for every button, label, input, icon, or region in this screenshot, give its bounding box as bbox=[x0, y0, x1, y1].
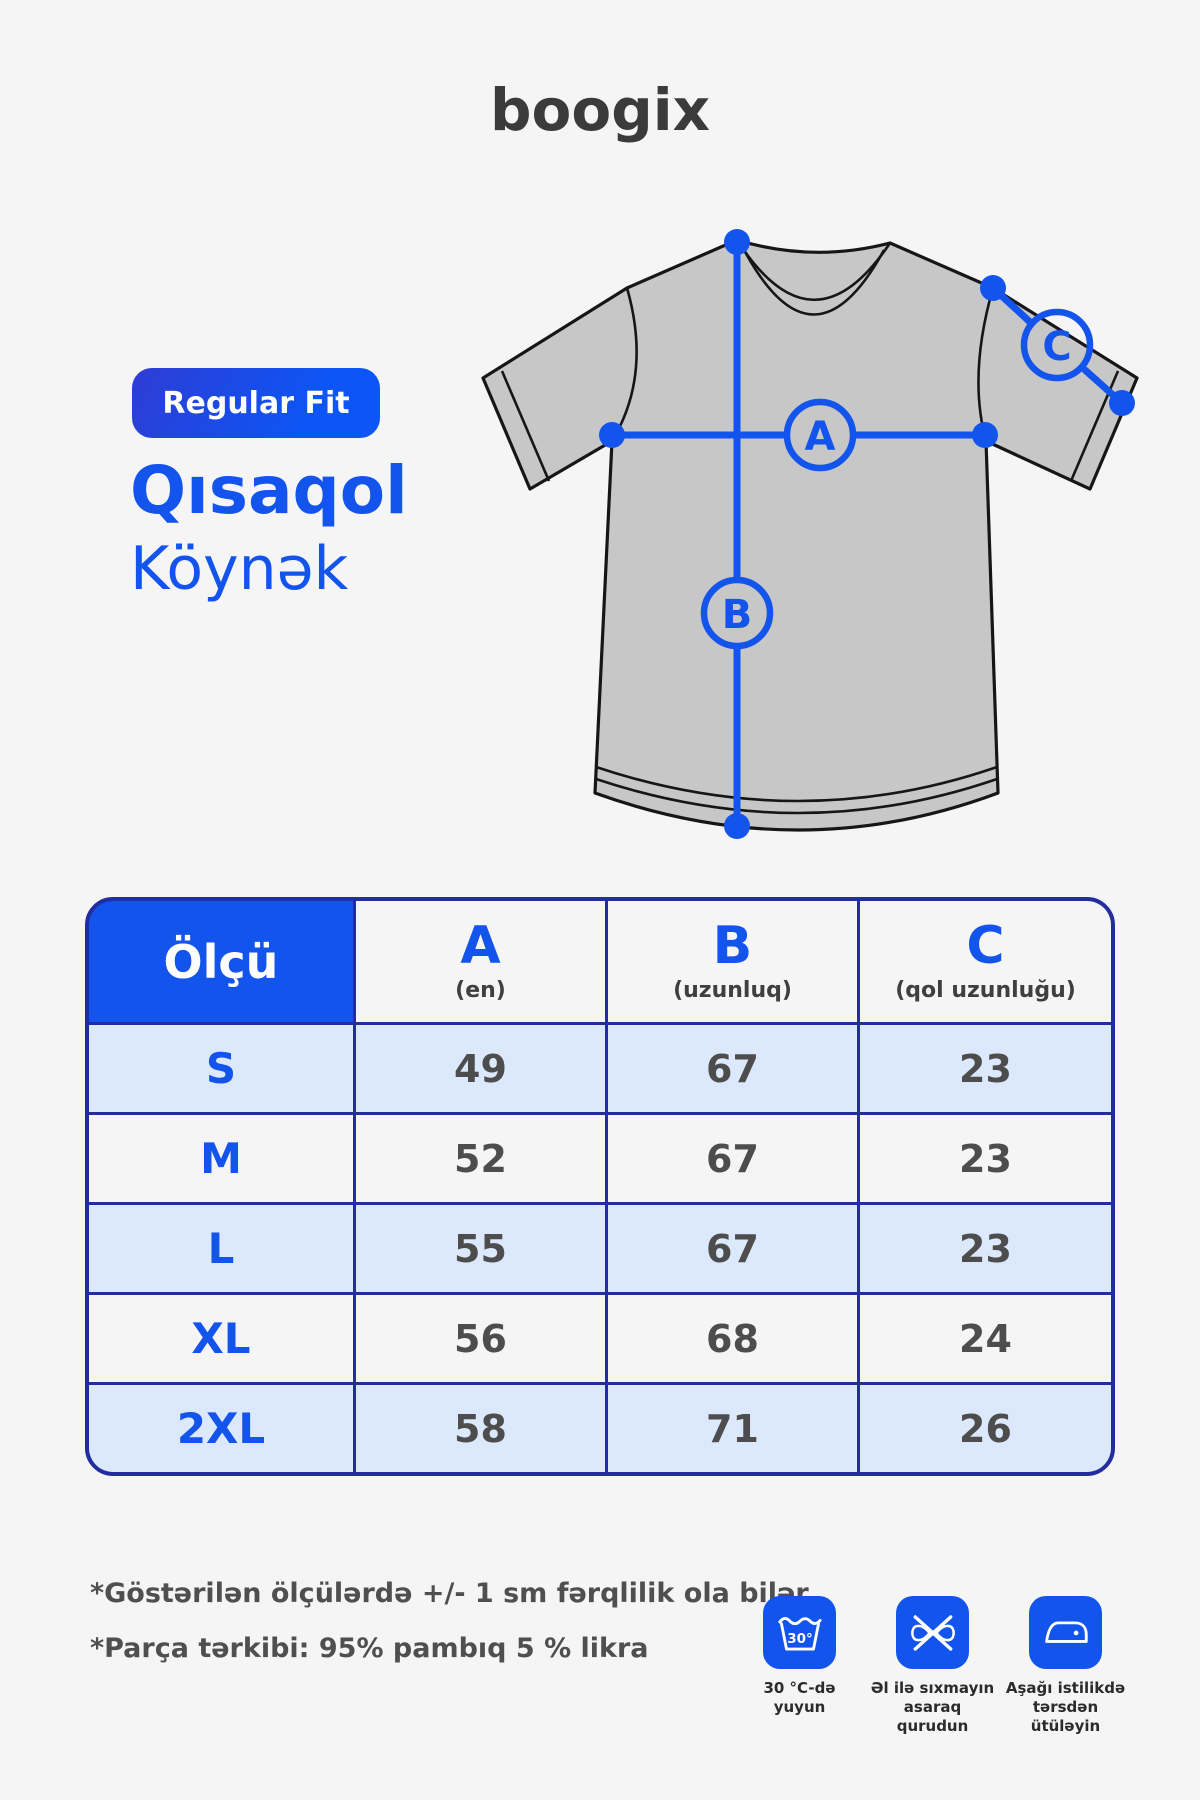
table-header-c: C (qol uzunluğu) bbox=[860, 901, 1111, 1022]
header-sub-a: (en) bbox=[455, 978, 506, 1003]
iron-low-icon bbox=[1029, 1596, 1102, 1669]
measure-b-label: B bbox=[722, 592, 753, 638]
care-label-wash: 30 °C-də yuyun bbox=[763, 1679, 836, 1717]
size-row-m-c: 23 bbox=[860, 1115, 1111, 1202]
care-label-iron: Aşağı istilikdə tərsdən ütüləyin bbox=[1005, 1679, 1126, 1736]
fit-badge: Regular Fit bbox=[132, 368, 380, 438]
size-row-2xl-c: 26 bbox=[860, 1385, 1111, 1472]
tshirt-seams bbox=[500, 239, 1120, 815]
product-title-line2: Köynək bbox=[130, 534, 349, 604]
measure-a-label: A bbox=[805, 414, 836, 460]
size-row-2xl-a: 58 bbox=[356, 1385, 605, 1472]
header-sub-c: (qol uzunluğu) bbox=[895, 978, 1076, 1003]
table-header-size: Ölçü bbox=[89, 901, 353, 1022]
size-row-m-b: 67 bbox=[608, 1115, 857, 1202]
size-row-xl-b: 68 bbox=[608, 1295, 857, 1382]
note-fabric: *Parça tərkibi: 95% pambıq 5 % likra bbox=[90, 1633, 649, 1664]
size-row-xl-label: XL bbox=[89, 1295, 353, 1382]
header-letter-a: A bbox=[460, 916, 501, 976]
header-letter-b: B bbox=[712, 916, 753, 976]
header-sub-b: (uzunluq) bbox=[673, 978, 792, 1003]
header-letter-c: C bbox=[966, 916, 1005, 976]
tshirt-outline bbox=[481, 238, 1139, 832]
size-row-xl-c: 24 bbox=[860, 1295, 1111, 1382]
care-item-wash: 30° 30 °C-də yuyun bbox=[733, 1596, 866, 1737]
size-row-l-c: 23 bbox=[860, 1205, 1111, 1292]
size-row-l-a: 55 bbox=[356, 1205, 605, 1292]
care-instructions: 30° 30 °C-də yuyun Əl ilə sıxmayın bbox=[733, 1596, 1132, 1737]
size-row-s-a: 49 bbox=[356, 1025, 605, 1112]
care-item-iron: Aşağı istilikdə tərsdən ütüləyin bbox=[999, 1596, 1132, 1737]
size-row-l-b: 67 bbox=[608, 1205, 857, 1292]
size-row-s-label: S bbox=[89, 1025, 353, 1112]
size-row-l-label: L bbox=[89, 1205, 353, 1292]
size-row-s-c: 23 bbox=[860, 1025, 1111, 1112]
wash-temp-value: 30° bbox=[787, 1631, 813, 1647]
size-row-m-a: 52 bbox=[356, 1115, 605, 1202]
tshirt-measurement-diagram: A B C bbox=[481, 229, 1139, 839]
wash-30-icon: 30° bbox=[763, 1596, 836, 1669]
brand-logo: boogix bbox=[489, 76, 711, 144]
product-title-line1: Qısaqol bbox=[130, 452, 408, 529]
table-header-b: B (uzunluq) bbox=[608, 901, 857, 1022]
care-item-no-wring: Əl ilə sıxmayın asaraq qurudun bbox=[866, 1596, 999, 1737]
measurement-endpoints bbox=[599, 229, 1135, 839]
size-row-2xl-label: 2XL bbox=[89, 1385, 353, 1472]
no-wring-icon bbox=[896, 1596, 969, 1669]
size-row-s-b: 67 bbox=[608, 1025, 857, 1112]
size-row-xl-a: 56 bbox=[356, 1295, 605, 1382]
size-row-m-label: M bbox=[89, 1115, 353, 1202]
care-label-no-wring: Əl ilə sıxmayın asaraq qurudun bbox=[870, 1679, 995, 1736]
table-header-a: A (en) bbox=[356, 901, 605, 1022]
note-tolerance: *Göstərilən ölçülərdə +/- 1 sm fərqlilik… bbox=[90, 1578, 816, 1609]
size-row-2xl-b: 71 bbox=[608, 1385, 857, 1472]
measurement-badges: A B C bbox=[700, 308, 1094, 650]
footnotes: *Göstərilən ölçülərdə +/- 1 sm fərqlilik… bbox=[90, 1578, 815, 1688]
size-table: Ölçü A (en) B (uzunluq) C (qol uzunluğu)… bbox=[85, 897, 1115, 1476]
measure-c-label: C bbox=[1042, 324, 1071, 370]
